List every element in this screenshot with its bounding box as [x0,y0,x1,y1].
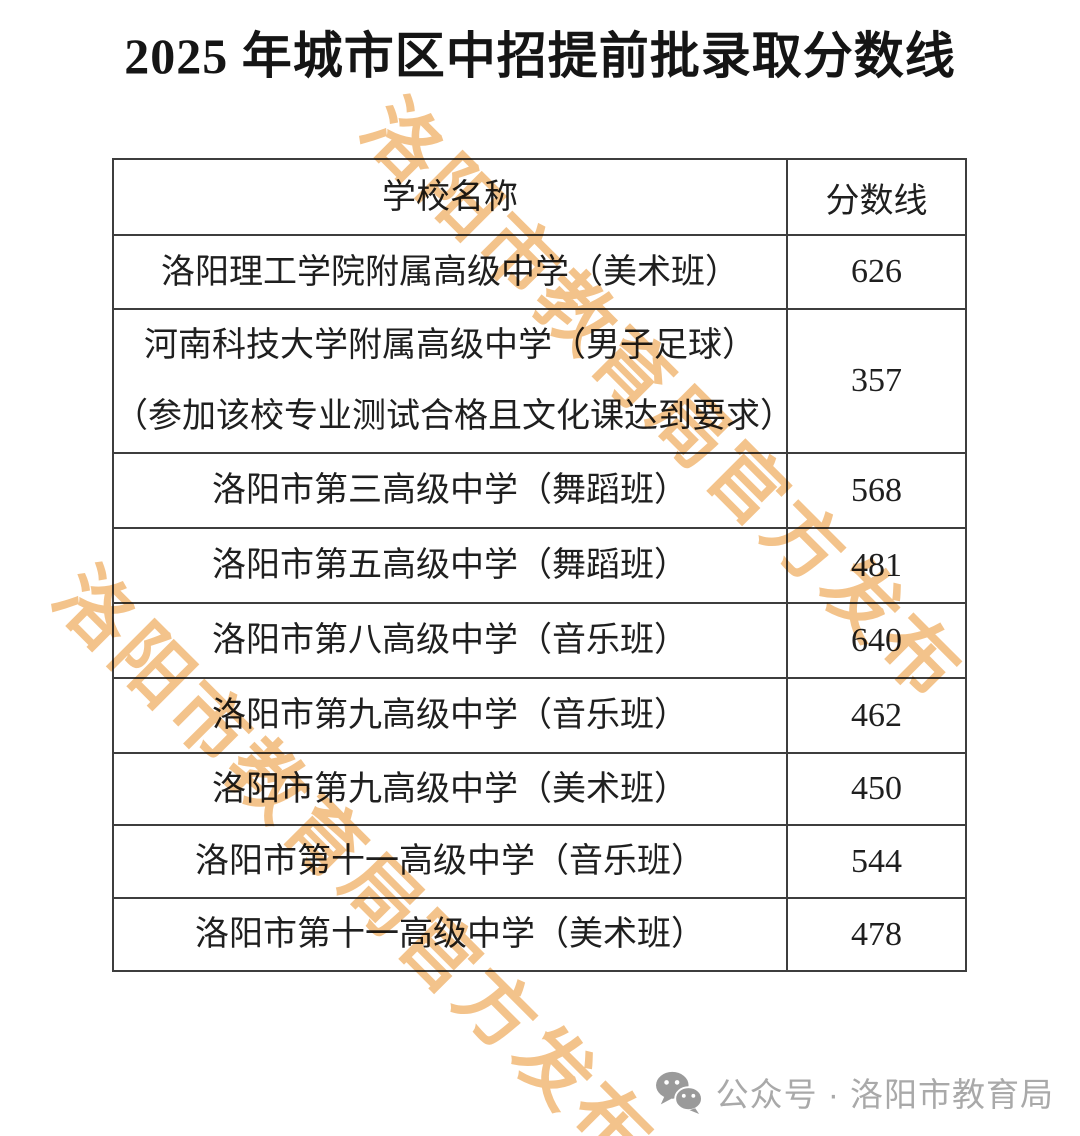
school-name-cell: 洛阳市第九高级中学（美术班） [114,754,788,824]
table-header-row: 学校名称 分数线 [114,160,965,234]
school-name: 洛阳市第十一高级中学（音乐班） [195,842,705,881]
score-header-cell: 分数线 [825,181,928,220]
score-value: 478 [851,915,902,953]
table-row: 洛阳市第十一高级中学（美术班） 478 [114,897,965,970]
school-name-cell: 洛阳市第十一高级中学（音乐班） [114,826,788,897]
school-note: （参加该校专业测试合格且文化课达到要求） [114,397,794,435]
school-name: 洛阳市第九高级中学（美术班） [212,769,688,808]
school-name-cell: 河南科技大学附属高级中学（男子足球） （参加该校专业测试合格且文化课达到要求） [114,310,794,452]
school-name-cell: 洛阳理工学院附属高级中学（美术班） [114,236,788,308]
school-name: 河南科技大学附属高级中学（男子足球） [144,326,756,365]
table-row: 河南科技大学附属高级中学（男子足球） （参加该校专业测试合格且文化课达到要求） … [114,308,965,452]
school-name-cell: 洛阳市第十一高级中学（美术班） [114,899,788,970]
school-name-cell: 洛阳市第九高级中学（音乐班） [114,679,788,752]
score-value: 544 [851,842,902,880]
table-row: 洛阳市第九高级中学（美术班） 450 [114,752,965,824]
score-value: 357 [851,362,902,399]
school-name: 洛阳市第十一高级中学（美术班） [195,915,705,954]
wechat-account-label: 公众号 · 洛阳市教育局 [715,1076,1054,1113]
school-name-cell: 洛阳市第三高级中学（舞蹈班） [114,454,788,527]
table-row: 洛阳市第十一高级中学（音乐班） 544 [114,824,965,897]
score-value: 626 [851,253,902,290]
school-name-cell: 洛阳市第五高级中学（舞蹈班） [114,529,788,602]
score-value: 568 [851,471,902,509]
score-value: 450 [851,770,902,807]
score-value: 481 [851,546,902,584]
wechat-icon [655,1071,703,1114]
score-value: 462 [851,696,902,734]
table-row: 洛阳理工学院附属高级中学（美术班） 626 [114,234,965,308]
school-name-cell: 洛阳市第八高级中学（音乐班） [114,604,788,677]
score-table: 学校名称 分数线 洛阳理工学院附属高级中学（美术班） 626 河南科技大学附属高… [112,158,967,972]
score-value: 640 [851,621,902,659]
school-name: 洛阳市第三高级中学（舞蹈班） [212,471,688,510]
school-name-header: 学校名称 [382,177,518,216]
table-row: 洛阳市第九高级中学（音乐班） 462 [114,677,965,752]
school-name: 洛阳市第八高级中学（音乐班） [212,621,688,660]
wechat-footer: 公众号 · 洛阳市教育局 [654,1068,1054,1116]
table-row: 洛阳市第八高级中学（音乐班） 640 [114,602,965,677]
school-name-header-cell: 学校名称 [114,160,788,234]
table-row: 洛阳市第五高级中学（舞蹈班） 481 [114,527,965,602]
table-row: 洛阳市第三高级中学（舞蹈班） 568 [114,452,965,527]
school-name: 洛阳市第九高级中学（音乐班） [212,696,688,735]
page-title: 2025 年城市区中招提前批录取分数线 [124,28,956,84]
school-name: 洛阳理工学院附属高级中学（美术班） [161,252,739,291]
school-name: 洛阳市第五高级中学（舞蹈班） [212,546,688,585]
